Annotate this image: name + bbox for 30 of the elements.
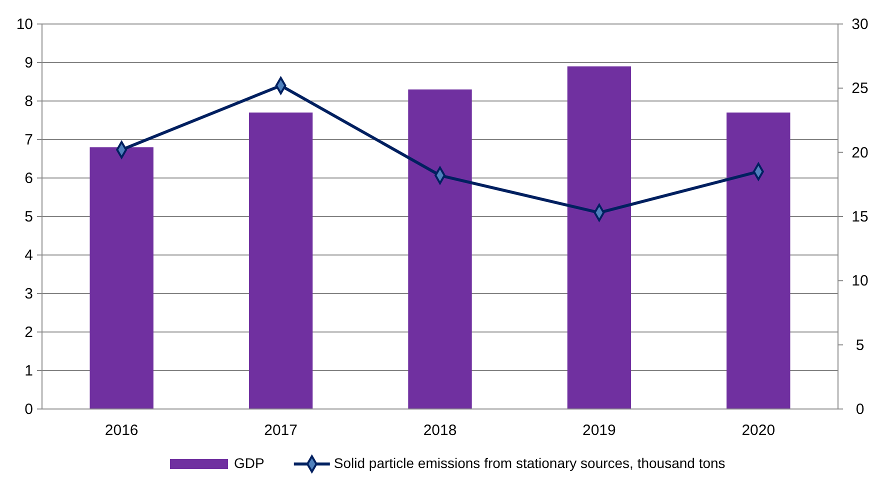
y-tick-label: 9 — [24, 54, 33, 72]
legend-label: Solid particle emissions from stationary sources, thousand tons — [334, 455, 726, 471]
y-tick-label: 10 — [16, 16, 33, 33]
y2-tick-label: 10 — [852, 272, 868, 290]
y-tick-label: 3 — [24, 286, 33, 302]
x-tick-label: 2019 — [582, 422, 616, 439]
y-tick-label: 5 — [24, 208, 33, 226]
bar — [408, 89, 472, 409]
legend-label: GDP — [234, 455, 264, 471]
y2-tick-label: 25 — [852, 80, 868, 98]
y2-tick-label: 20 — [852, 144, 868, 162]
y2-tick-label: 15 — [852, 208, 868, 226]
x-tick-label: 2016 — [104, 422, 138, 439]
y-tick-label: 6 — [24, 170, 33, 187]
y2-tick-label: 0 — [856, 401, 864, 418]
bar — [90, 147, 154, 409]
x-tick-label: 2017 — [264, 422, 298, 439]
bar — [726, 112, 790, 409]
y-tick-label: 1 — [24, 362, 33, 380]
bar — [248, 112, 313, 409]
bar — [567, 66, 632, 409]
y2-tick-label: 30 — [852, 16, 868, 33]
y-tick-label: 0 — [24, 401, 33, 418]
y-tick-label: 4 — [24, 247, 33, 264]
y-tick-label: 7 — [24, 132, 33, 148]
y2-tick-label: 5 — [856, 336, 864, 354]
y-tick-label: 2 — [24, 324, 33, 341]
x-tick-label: 2018 — [423, 422, 457, 439]
y-tick-label: 8 — [24, 93, 33, 110]
x-tick-label: 2020 — [742, 422, 776, 439]
